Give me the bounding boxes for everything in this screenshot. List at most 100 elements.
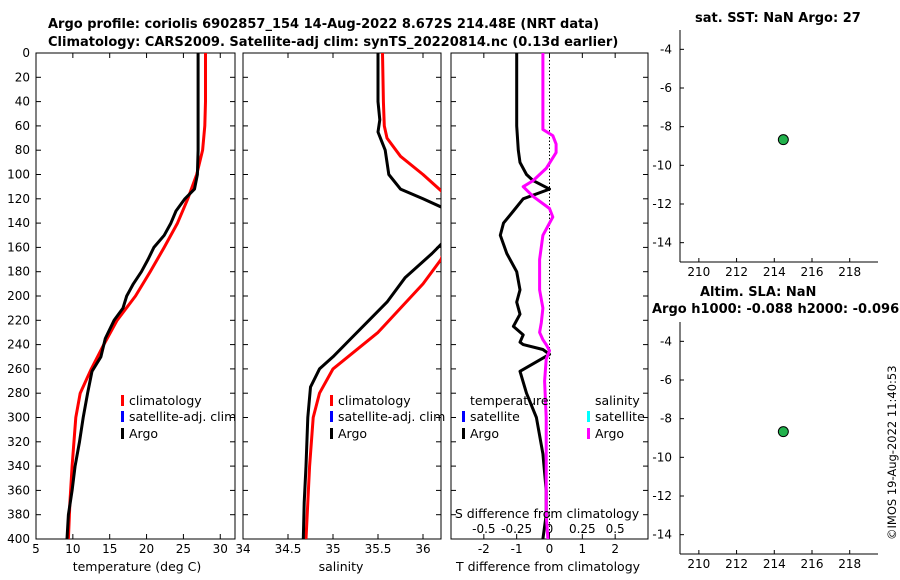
salinity-xlabel: salinity (319, 559, 364, 574)
difference-top-label: S difference from climatology (455, 506, 640, 521)
timestamp-label: ©IMOS 19-Aug-2022 11:40:53 (885, 365, 899, 540)
difference-profile-plot: -2 -1 0 1 2 -0.5 -0.25 0 0.25 0.5 (450, 52, 649, 556)
y-tick-label: -12 (652, 489, 672, 503)
legend-swatch-sal-argo (587, 428, 590, 439)
y-tick-label: 180 (7, 265, 30, 279)
legend-label-argo: Argo (338, 426, 367, 441)
x-tick-label: 1 (579, 542, 587, 556)
y-tick-label: -14 (652, 236, 672, 250)
y-tick-label: 220 (7, 313, 30, 327)
legend-label-sal-argo: Argo (595, 426, 624, 441)
x-tick-label: 36 (415, 542, 430, 556)
x-tick-label: 216 (801, 557, 824, 571)
legend-swatch-temp-argo (462, 428, 465, 439)
difference-legend: temperature salinity satellite Argo sate… (462, 393, 645, 441)
y-tick-label: -6 (660, 373, 672, 387)
x-tick-label: 25 (176, 542, 191, 556)
x-tick-label: 2 (611, 542, 619, 556)
top-tick-label: 0 (546, 522, 554, 536)
top-tick-label: 0.25 (569, 522, 596, 536)
top-tick-label: 0.5 (606, 522, 625, 536)
temperature-profile-plot: 5 10 15 20 25 3002040608010012014016018020022… (7, 46, 236, 556)
x-tick-label: 214 (763, 265, 786, 279)
x-tick-label: 218 (838, 265, 861, 279)
x-tick-label: 218 (838, 557, 861, 571)
figure-title-line1: Argo profile: coriolis 6902857_154 14-Au… (48, 17, 599, 32)
sla-panel-title-line1: Altim. SLA: NaN (700, 285, 816, 300)
x-tick-label: 214 (763, 557, 786, 571)
legend-header-temperature: temperature (470, 393, 549, 408)
legend-swatch-climatology (121, 395, 124, 406)
legend-label-temp-argo: Argo (470, 426, 499, 441)
y-tick-label: 40 (15, 95, 30, 109)
series-line-climatology (304, 53, 441, 539)
series-line-argo-temperature (498, 53, 551, 539)
temperature-legend: climatology satellite-adj. clim Argo (121, 393, 236, 441)
y-tick-label: 240 (7, 338, 30, 352)
difference-xlabel: T difference from climatology (455, 559, 641, 574)
x-tick-label: 34 (235, 542, 250, 556)
series-line-climatology (66, 53, 207, 539)
y-tick-label: 260 (7, 362, 30, 376)
y-tick-label: -4 (660, 42, 672, 56)
y-tick-label: 100 (7, 168, 30, 182)
x-tick-label: 216 (801, 265, 824, 279)
sst-map-plot: 210 212 214 216 218 -4 -6 -8 -10 -12 -14 (652, 30, 878, 279)
y-tick-label: 340 (7, 459, 30, 473)
x-tick-label: 212 (725, 265, 748, 279)
series-line-argo-salinity (521, 53, 558, 539)
sst-panel-title: sat. SST: NaN Argo: 27 (695, 11, 861, 26)
x-tick-label: 0 (546, 542, 554, 556)
sla-panel-title-line2: Argo h1000: -0.088 h2000: -0.096 (652, 302, 899, 317)
salinity-profile-plot: 34 34.5 35 35.5 36 (235, 52, 442, 556)
y-tick-label: 200 (7, 289, 30, 303)
salinity-legend: climatology satellite-adj. clim Argo (330, 393, 445, 441)
legend-label-climatology: climatology (338, 393, 411, 408)
x-tick-label: 210 (687, 557, 710, 571)
legend-label-climatology: climatology (129, 393, 202, 408)
y-tick-label: 320 (7, 435, 30, 449)
legend-label-satellite: satellite-adj. clim (338, 409, 445, 424)
x-tick-label: 35.5 (365, 542, 392, 556)
y-tick-label: 280 (7, 386, 30, 400)
legend-swatch-temp-satellite (462, 411, 465, 422)
figure-title-line2: Climatology: CARS2009. Satellite-adj cli… (48, 35, 618, 50)
y-tick-label: 0 (22, 46, 30, 60)
legend-swatch-climatology (330, 395, 333, 406)
y-tick-label: 380 (7, 508, 30, 522)
temperature-xlabel: temperature (deg C) (73, 559, 202, 574)
x-tick-label: 210 (687, 265, 710, 279)
legend-label-argo: Argo (129, 426, 158, 441)
top-tick-label: -0.5 (472, 522, 495, 536)
y-tick-label: 360 (7, 483, 30, 497)
x-tick-label: 35 (325, 542, 340, 556)
y-tick-label: -14 (652, 528, 672, 542)
y-tick-label: -8 (660, 120, 672, 134)
legend-swatch-sal-satellite (587, 411, 590, 422)
y-tick-label: 300 (7, 411, 30, 425)
top-tick-label: -0.25 (501, 522, 532, 536)
y-tick-label: 80 (15, 143, 30, 157)
x-tick-label: 34.5 (275, 542, 302, 556)
x-tick-label: 20 (139, 542, 154, 556)
legend-label-temp-satellite: satellite (470, 409, 520, 424)
y-tick-label: 60 (15, 119, 30, 133)
legend-label-satellite: satellite-adj. clim (129, 409, 236, 424)
x-tick-label: 5 (32, 542, 40, 556)
y-tick-label: -6 (660, 81, 672, 95)
x-tick-label: 30 (213, 542, 228, 556)
y-tick-label: -12 (652, 197, 672, 211)
x-tick-label: 10 (65, 542, 80, 556)
y-tick-label: 20 (15, 70, 30, 84)
y-tick-label: -10 (652, 158, 672, 172)
series-line-argo (65, 53, 200, 539)
legend-swatch-satellite (121, 411, 124, 422)
x-tick-label: 212 (725, 557, 748, 571)
legend-label-sal-satellite: satellite (595, 409, 645, 424)
y-tick-label: 140 (7, 216, 30, 230)
sla-map-plot: 210 212 214 216 218 -4 -6 -8 -10 -12 -14 (652, 322, 878, 571)
y-tick-label: -4 (660, 334, 672, 348)
argo-position-marker (777, 134, 789, 146)
